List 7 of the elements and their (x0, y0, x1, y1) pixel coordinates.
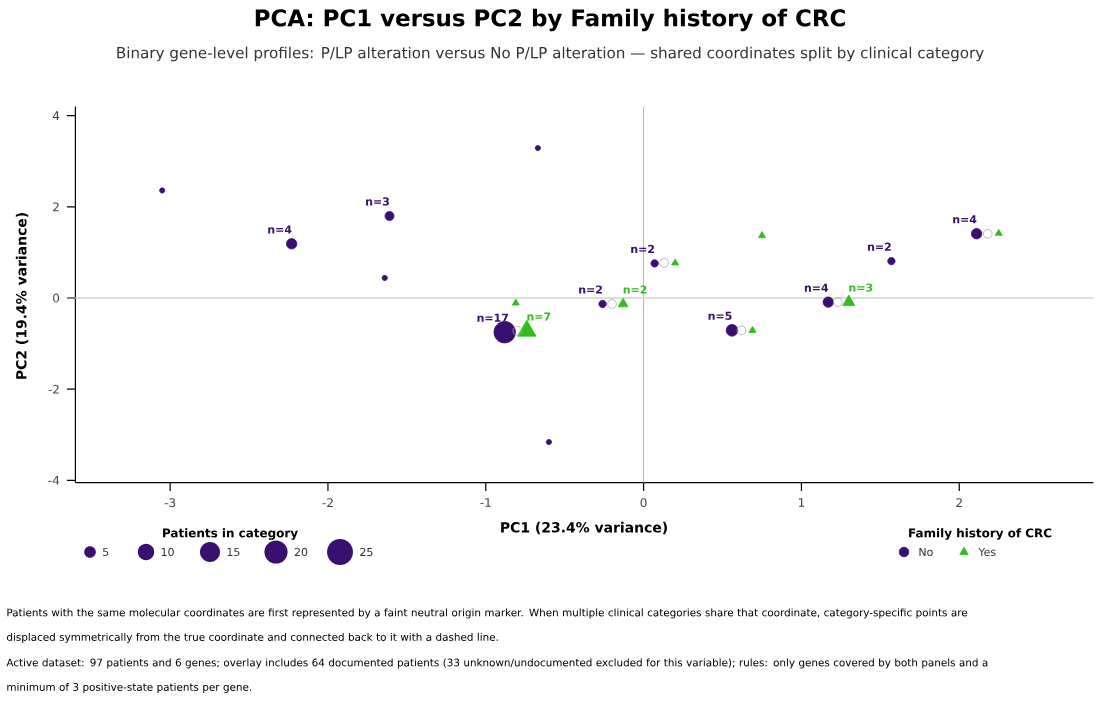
point (982, 228, 993, 239)
chart-title: PCA: PC1 versus PC2 by Family history of CRC (255, 8, 845, 32)
point (659, 258, 669, 268)
point (832, 297, 843, 307)
point (736, 325, 747, 336)
point (607, 299, 617, 309)
point (512, 326, 523, 336)
